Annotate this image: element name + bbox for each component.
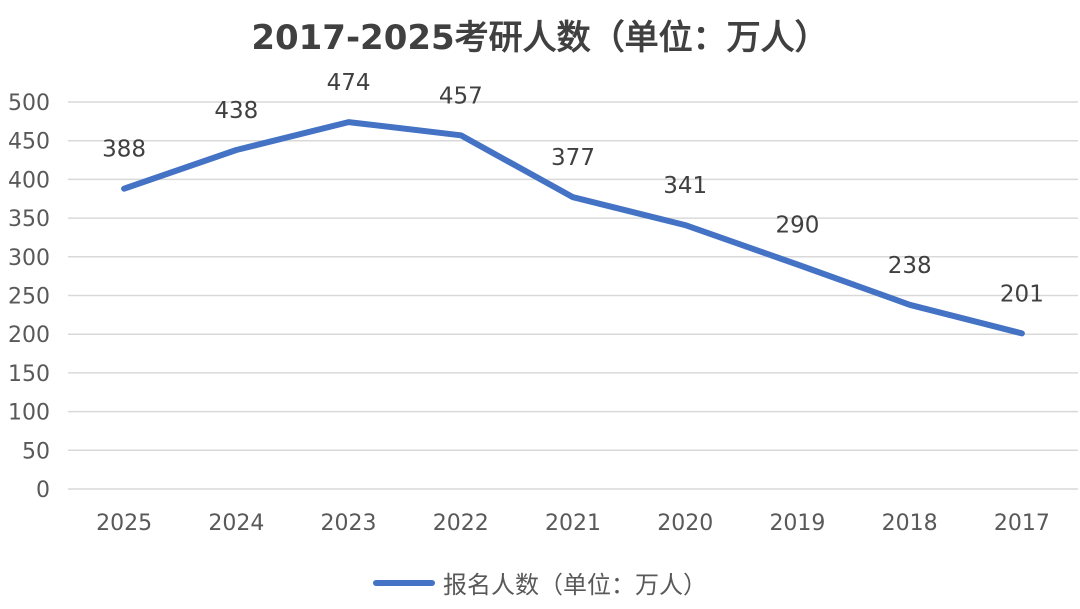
x-tick-label: 2018	[882, 511, 938, 536]
data-label: 377	[551, 145, 595, 171]
y-tick-label: 500	[8, 91, 50, 116]
chart-title: 2017-2025考研人数（单位：万人）	[251, 18, 829, 58]
x-tick-label: 2022	[433, 511, 489, 536]
legend: 报名人数（单位：万人）	[0, 565, 1080, 600]
x-tick-label: 2020	[657, 511, 713, 536]
y-tick-label: 100	[8, 401, 50, 426]
x-tick-label: 2024	[208, 511, 264, 536]
data-label: 341	[663, 173, 707, 199]
y-tick-label: 300	[8, 246, 50, 271]
y-tick-label: 200	[8, 323, 50, 348]
y-tick-label: 0	[36, 478, 50, 503]
y-tick-label: 450	[8, 130, 50, 155]
data-label: 290	[775, 213, 819, 239]
y-tick-label: 250	[8, 285, 50, 310]
data-label: 201	[1000, 281, 1044, 307]
x-tick-label: 2023	[321, 511, 377, 536]
y-tick-label: 50	[22, 439, 50, 464]
x-tick-label: 2017	[994, 511, 1050, 536]
legend-label: 报名人数（单位：万人）	[443, 571, 707, 599]
y-tick-label: 350	[8, 207, 50, 232]
data-label: 457	[439, 83, 483, 109]
data-label: 238	[888, 253, 932, 279]
x-tick-label: 2025	[96, 511, 152, 536]
x-tick-label: 2021	[545, 511, 601, 536]
data-label: 438	[214, 98, 258, 124]
y-tick-label: 150	[8, 362, 50, 387]
data-label: 388	[102, 137, 146, 163]
y-tick-label: 400	[8, 168, 50, 193]
data-label: 474	[327, 70, 371, 96]
x-tick-label: 2019	[769, 511, 825, 536]
legend-swatch	[373, 579, 435, 586]
